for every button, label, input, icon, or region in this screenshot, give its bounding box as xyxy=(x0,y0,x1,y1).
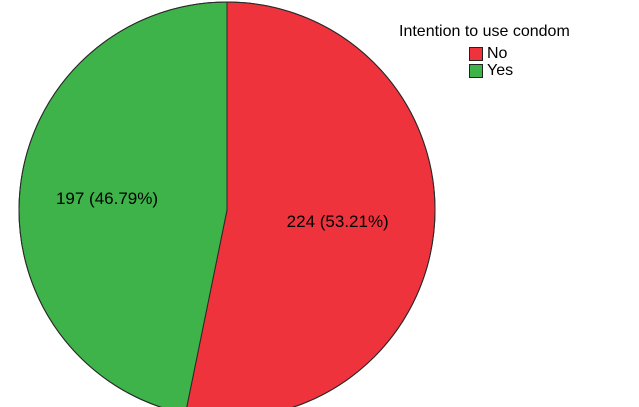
legend-label-yes: Yes xyxy=(487,61,514,79)
legend-swatch-yes xyxy=(469,63,483,78)
legend-list: No Yes xyxy=(469,45,570,79)
legend-swatch-no xyxy=(469,46,483,61)
pie-outline xyxy=(18,1,436,407)
slice-label-no: 224 (53.21%) xyxy=(287,212,389,231)
legend-title: Intention to use condom xyxy=(399,23,570,40)
legend-label-no: No xyxy=(487,44,508,62)
slice-label-yes: 197 (46.79%) xyxy=(56,189,158,208)
legend-item-yes: Yes xyxy=(469,62,570,79)
legend-item-no: No xyxy=(469,45,570,62)
legend: Intention to use condom No Yes xyxy=(399,22,570,79)
